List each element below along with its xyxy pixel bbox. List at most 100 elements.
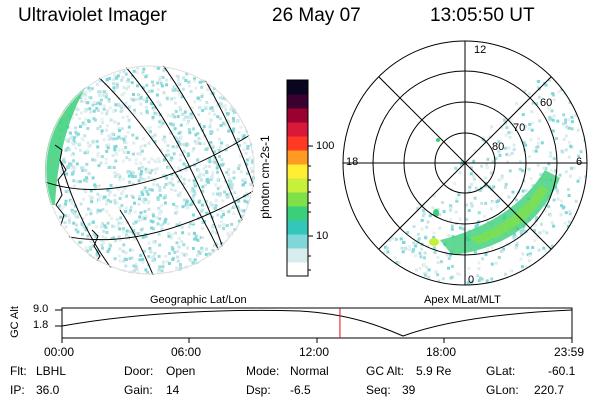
emission-pixel bbox=[210, 176, 214, 180]
emission-pixel bbox=[220, 163, 224, 167]
emission-pixel bbox=[86, 127, 90, 130]
emission-pixel bbox=[423, 273, 427, 277]
emission-pixel bbox=[80, 240, 84, 244]
emission-pixel bbox=[169, 158, 173, 162]
emission-pixel bbox=[208, 122, 212, 126]
emission-pixel bbox=[72, 136, 76, 140]
emission-pixel bbox=[89, 110, 93, 114]
emission-pixel bbox=[490, 262, 494, 266]
emission-pixel bbox=[211, 230, 215, 234]
emission-pixel bbox=[506, 160, 509, 164]
emission-pixel bbox=[80, 111, 83, 115]
emission-pixel bbox=[79, 202, 83, 206]
emission-pixel bbox=[115, 152, 119, 156]
emission-pixel bbox=[243, 141, 247, 145]
emission-pixel bbox=[145, 126, 149, 130]
emission-pixel bbox=[207, 87, 211, 91]
emission-pixel bbox=[422, 212, 426, 216]
emission-pixel bbox=[511, 190, 515, 194]
emission-pixel bbox=[209, 141, 213, 144]
emission-pixel bbox=[504, 185, 507, 189]
emission-pixel bbox=[85, 149, 89, 153]
emission-pixel bbox=[502, 247, 505, 251]
emission-pixel bbox=[167, 222, 171, 226]
emission-pixel bbox=[147, 160, 151, 164]
emission-pixel bbox=[146, 187, 149, 191]
emission-pixel bbox=[180, 226, 184, 229]
emission-pixel bbox=[174, 211, 178, 215]
emission-pixel bbox=[120, 106, 124, 110]
emission-pixel bbox=[151, 255, 154, 259]
emission-pixel bbox=[207, 205, 211, 209]
emission-pixel bbox=[105, 124, 109, 128]
emission-pixel bbox=[221, 199, 225, 203]
emission-pixel bbox=[473, 149, 477, 153]
emission-pixel bbox=[225, 195, 229, 199]
emission-pixel bbox=[134, 162, 138, 166]
emission-pixel bbox=[470, 182, 473, 186]
emission-pixel bbox=[70, 199, 74, 203]
emission-pixel bbox=[461, 227, 465, 231]
emission-pixel bbox=[157, 271, 161, 275]
emission-pixel bbox=[60, 207, 64, 211]
emission-pixel bbox=[563, 221, 567, 225]
emission-pixel bbox=[154, 160, 157, 164]
emission-pixel bbox=[490, 207, 493, 211]
emission-pixel bbox=[167, 252, 171, 255]
emission-pixel bbox=[504, 133, 508, 137]
emission-pixel bbox=[64, 190, 68, 194]
emission-pixel bbox=[182, 162, 186, 166]
emission-pixel bbox=[424, 271, 428, 275]
emission-pixel bbox=[229, 105, 233, 109]
emission-pixel bbox=[126, 131, 130, 135]
emission-pixel bbox=[229, 207, 233, 211]
emission-pixel bbox=[515, 241, 519, 245]
emission-pixel bbox=[133, 210, 137, 214]
emission-pixel bbox=[204, 183, 207, 187]
emission-pixel bbox=[134, 267, 138, 271]
emission-pixel bbox=[460, 162, 463, 166]
emission-pixel bbox=[108, 165, 112, 169]
time-label: 13:05:50 UT bbox=[430, 5, 535, 26]
emission-pixel bbox=[420, 227, 424, 231]
emission-pixel bbox=[192, 189, 196, 193]
emission-pixel bbox=[574, 113, 578, 117]
emission-pixel bbox=[161, 121, 165, 125]
emission-pixel bbox=[98, 102, 102, 106]
emission-pixel bbox=[84, 168, 88, 172]
emission-pixel bbox=[154, 171, 157, 175]
emission-pixel bbox=[78, 148, 82, 152]
emission-pixel bbox=[196, 96, 200, 100]
emission-pixel bbox=[186, 152, 190, 156]
emission-pixel bbox=[178, 158, 182, 162]
emission-pixel bbox=[187, 128, 191, 132]
emission-pixel bbox=[60, 172, 64, 176]
emission-pixel bbox=[242, 209, 246, 213]
emission-pixel bbox=[498, 153, 502, 157]
emission-pixel bbox=[131, 171, 135, 175]
emission-pixel bbox=[112, 73, 116, 77]
emission-pixel bbox=[432, 231, 436, 235]
dsp-value: -6.5 bbox=[290, 383, 311, 397]
colorbar-step bbox=[287, 220, 308, 235]
emission-pixel bbox=[167, 181, 171, 185]
colorbar-units-label: photon cm-2s-1 bbox=[258, 135, 272, 219]
emission-pixel bbox=[179, 175, 183, 179]
emission-pixel bbox=[489, 171, 493, 175]
emission-pixel bbox=[139, 96, 143, 100]
emission-pixel bbox=[106, 146, 110, 150]
emission-pixel bbox=[80, 99, 84, 103]
emission-pixel bbox=[529, 177, 533, 181]
emission-pixel bbox=[570, 120, 574, 124]
emission-pixel bbox=[201, 235, 204, 239]
emission-pixel bbox=[125, 194, 128, 198]
emission-pixel bbox=[80, 94, 84, 98]
emission-pixel bbox=[157, 232, 161, 236]
emission-pixel bbox=[468, 283, 472, 285]
emission-pixel bbox=[198, 251, 202, 255]
emission-pixel bbox=[158, 243, 162, 247]
emission-pixel bbox=[567, 188, 570, 191]
emission-pixel bbox=[114, 103, 118, 107]
emission-pixel bbox=[239, 214, 243, 218]
emission-pixel bbox=[119, 137, 123, 141]
